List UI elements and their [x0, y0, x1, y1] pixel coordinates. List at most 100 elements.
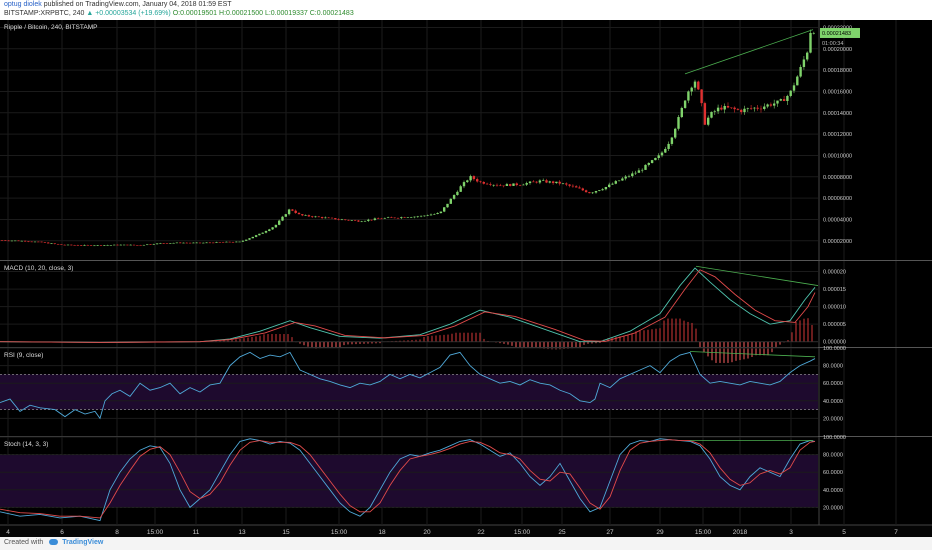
candle-body — [568, 184, 571, 186]
candle-body — [165, 243, 169, 244]
published-text: published on TradingView.com, January 04… — [43, 1, 232, 8]
candle-body — [677, 117, 680, 129]
tradingview-brand[interactable]: TradingView — [62, 539, 104, 546]
price-tick-label: 0.00006000 — [823, 196, 852, 202]
candle-body — [215, 242, 218, 243]
candle-body — [410, 217, 413, 218]
candle-body — [766, 104, 769, 107]
candle-body — [542, 180, 545, 181]
candle-body — [205, 242, 208, 244]
indicator-band — [0, 454, 818, 508]
price-tick-label: 100.0000 — [823, 346, 846, 352]
pane-title: MACD (10, 20, close, 3) — [4, 265, 73, 272]
histogram-bar — [811, 325, 813, 342]
author-link[interactable]: optug diolek — [4, 1, 42, 8]
symbol-label: BITSTAMP:XRPBTC, 240 — [4, 10, 85, 17]
candle-body — [172, 242, 175, 244]
histogram-bar — [807, 318, 809, 342]
candle-body — [452, 195, 456, 199]
histogram-bar — [311, 341, 313, 349]
histogram-bar — [363, 341, 365, 344]
price-tick-label: 0.00016000 — [823, 89, 852, 95]
tradingview-logo-icon — [49, 539, 59, 546]
candle-body — [353, 220, 357, 221]
histogram-bar — [447, 334, 449, 342]
price-tick-label: 0.00014000 — [823, 111, 852, 117]
histogram-bar — [695, 328, 697, 342]
price-tick-label: 0.000005 — [823, 322, 846, 328]
chart-canvas[interactable]: 4 6 8 15:00 11 13 15 15:00 18 20 22 15:00 25 27 29 15:0… — [0, 20, 932, 537]
histogram-bar — [375, 341, 377, 344]
candle-body — [40, 241, 43, 243]
histogram-bar — [283, 334, 285, 342]
price-tick-label: 0.00020000 — [823, 47, 852, 53]
histogram-bar — [579, 341, 581, 349]
candle-body — [47, 242, 50, 244]
histogram-bar — [339, 341, 341, 348]
candle-body — [228, 241, 231, 243]
histogram-bar — [419, 339, 421, 342]
quote-line: BITSTAMP:XRPBTC, 240 ▲ +0.00003534 (+19.… — [4, 10, 354, 17]
candle-body — [654, 157, 657, 161]
candle-body — [334, 218, 337, 220]
histogram-bar — [799, 320, 801, 342]
candle-body — [169, 243, 172, 244]
histogram-bar — [315, 341, 317, 349]
histogram-bar — [723, 341, 725, 363]
candle-body — [598, 190, 601, 192]
candle-body — [690, 87, 693, 92]
histogram-bar — [623, 335, 625, 342]
pane-title: Ripple / Bitcoin, 240, BITSTAMP — [4, 24, 97, 31]
candle-body — [179, 242, 182, 244]
time-tick-label: 3 — [789, 529, 793, 536]
time-tick-label: 29 — [656, 529, 664, 536]
candle-body — [749, 108, 753, 109]
candle-body — [773, 103, 776, 106]
histogram-bar — [243, 338, 245, 342]
histogram-bar — [575, 341, 577, 349]
histogram-bar — [291, 337, 293, 342]
candle-body — [680, 107, 683, 118]
histogram-bar — [459, 332, 461, 342]
candle-body — [56, 243, 60, 245]
histogram-bar — [651, 329, 653, 342]
histogram-bar — [539, 341, 541, 349]
candle-body — [561, 183, 565, 185]
histogram-bar — [335, 341, 337, 348]
time-tick-label: 25 — [558, 529, 566, 536]
histogram-bar — [251, 336, 253, 342]
histogram-bar — [699, 341, 701, 349]
histogram-bar — [427, 336, 429, 342]
candle-body — [10, 240, 14, 242]
candle-body — [403, 217, 406, 218]
candle-body — [753, 107, 756, 109]
candle-body — [693, 81, 697, 88]
histogram-bar — [415, 339, 417, 342]
histogram-bar — [583, 341, 585, 345]
candle-body — [796, 76, 799, 86]
candle-body — [532, 181, 535, 183]
candle-body — [301, 214, 304, 216]
candle-body — [499, 185, 502, 187]
histogram-bar — [591, 341, 593, 344]
histogram-bar — [279, 334, 281, 342]
candle-body — [159, 243, 162, 244]
candle-body — [683, 100, 687, 108]
indicator-series-line — [0, 439, 816, 519]
time-tick-label: 15:00 — [147, 529, 164, 536]
histogram-bar — [667, 318, 669, 342]
candle-body — [759, 108, 763, 110]
histogram-bar — [287, 334, 289, 342]
candle-body — [657, 155, 660, 158]
histogram-bar — [739, 341, 741, 361]
pane-title: RSI (9, close) — [4, 352, 43, 359]
candle-body — [264, 231, 268, 233]
candle-body — [710, 111, 713, 118]
candle-body — [621, 178, 624, 181]
price-time-label: 01:00:34 — [822, 41, 843, 47]
candle-body — [314, 216, 317, 218]
time-tick-label: 4 — [6, 529, 10, 536]
histogram-bar — [431, 335, 433, 342]
candle-body — [241, 240, 245, 242]
candle-body — [502, 185, 505, 187]
